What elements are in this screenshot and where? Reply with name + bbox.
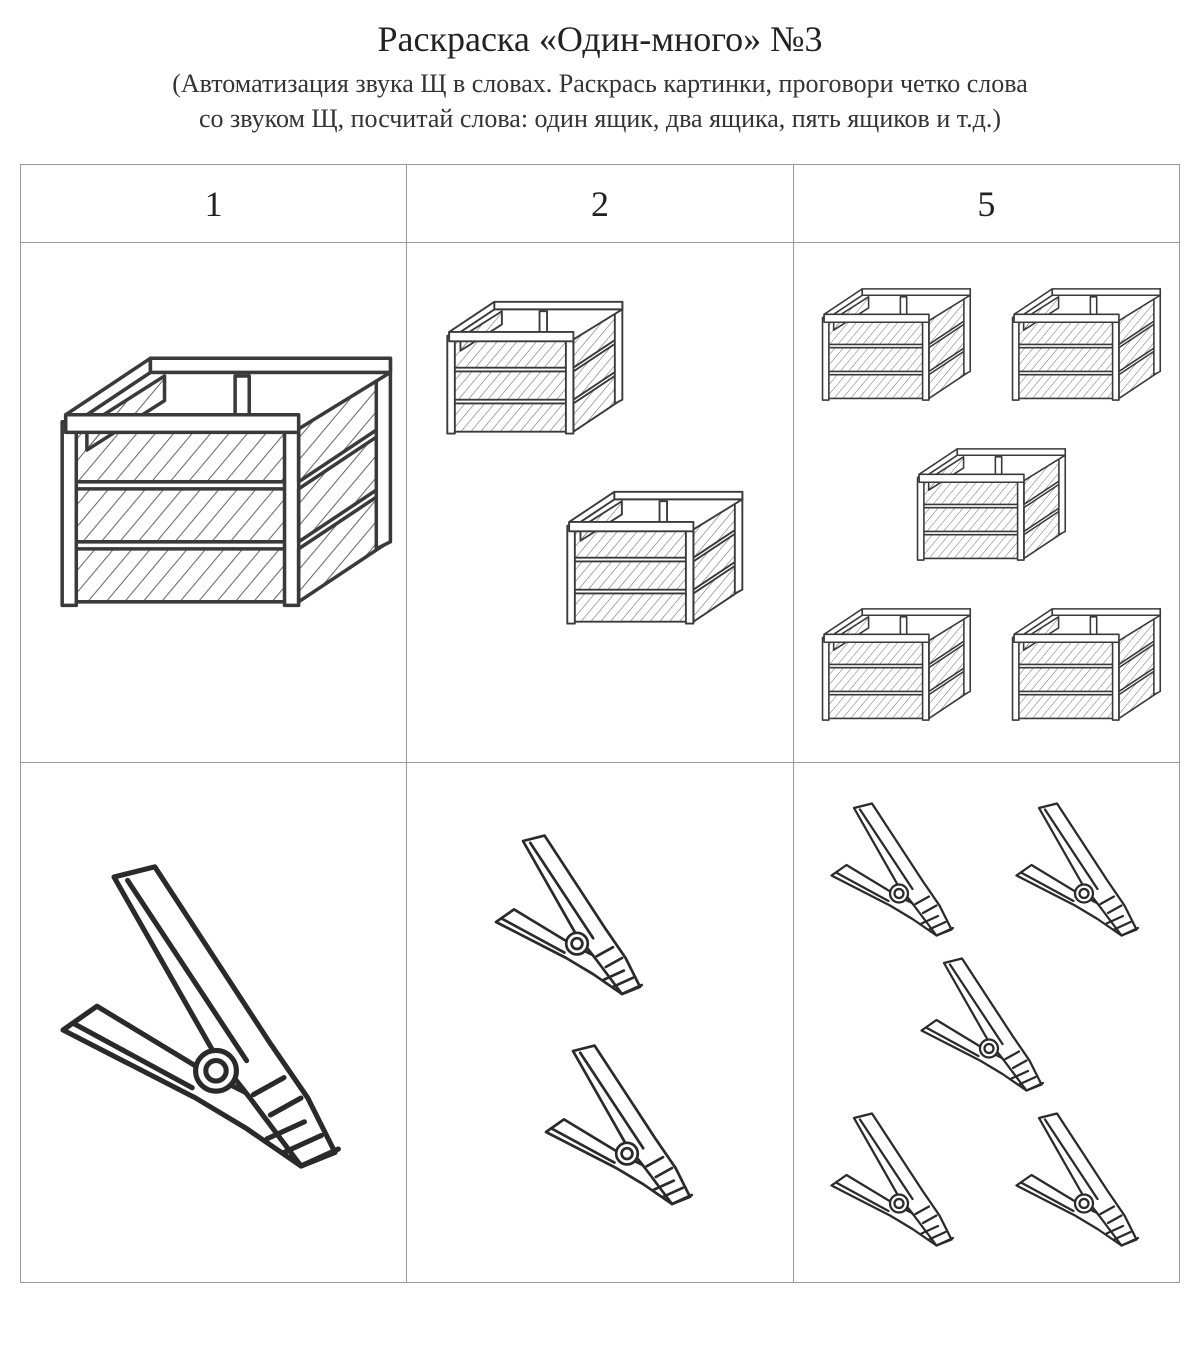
clothespin-icon xyxy=(487,823,667,1003)
cell-pin-1 xyxy=(21,763,407,1283)
crate-icon xyxy=(41,323,401,623)
clothespin-icon xyxy=(1009,793,1159,943)
crate-icon xyxy=(1004,273,1164,408)
crate-icon xyxy=(1004,593,1164,728)
clothespin-icon xyxy=(824,1103,974,1253)
clothespin-icon xyxy=(46,843,386,1183)
cell-inner xyxy=(794,243,1179,762)
cell-pin-2 xyxy=(407,763,793,1283)
row-crates xyxy=(21,243,1180,763)
clothespin-icon xyxy=(1009,1103,1159,1253)
cell-inner xyxy=(794,763,1179,1282)
cell-pin-5 xyxy=(793,763,1179,1283)
cell-inner xyxy=(407,763,792,1282)
crate-icon xyxy=(814,593,974,728)
row-clothespins xyxy=(21,763,1180,1283)
cell-crate-2 xyxy=(407,243,793,763)
clothespin-icon xyxy=(824,793,974,943)
worksheet-grid: 1 2 5 xyxy=(20,164,1180,1283)
crate-icon xyxy=(909,433,1069,568)
cell-crate-5 xyxy=(793,243,1179,763)
cell-crate-1 xyxy=(21,243,407,763)
crate-icon xyxy=(437,283,627,443)
cell-inner xyxy=(407,243,792,762)
crate-icon xyxy=(557,473,747,633)
clothespin-icon xyxy=(914,948,1064,1098)
cell-inner xyxy=(21,763,406,1282)
crate-icon xyxy=(814,273,974,408)
cell-inner xyxy=(21,243,406,762)
clothespin-icon xyxy=(537,1033,717,1213)
